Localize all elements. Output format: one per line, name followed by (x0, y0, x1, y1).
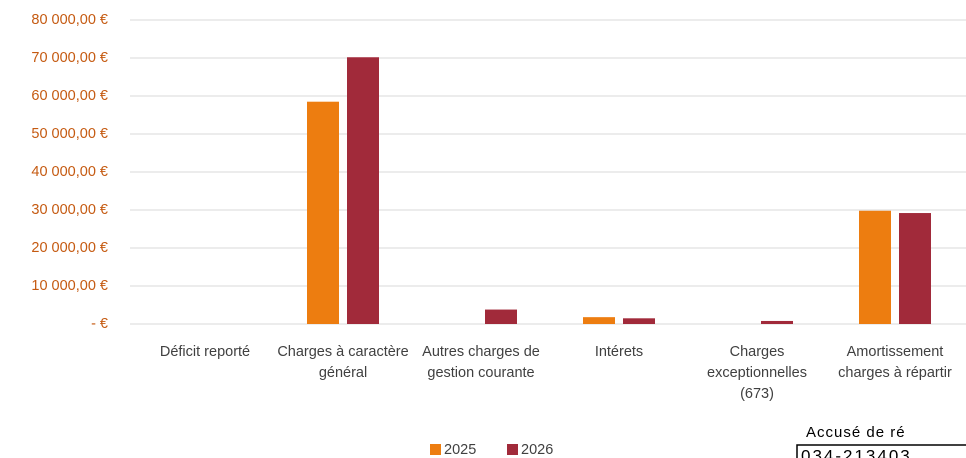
stamp-box (796, 444, 966, 458)
stamp-title: Accusé de ré (806, 424, 906, 441)
y-tick-label: 50 000,00 € (31, 126, 108, 142)
y-tick-label: 30 000,00 € (31, 202, 108, 218)
bar (583, 317, 615, 324)
legend-label: 2026 (521, 442, 553, 458)
y-tick-label: - € (91, 316, 108, 332)
legend-swatch (430, 444, 441, 455)
x-tick-label: Autres charges de gestion courante (422, 344, 540, 381)
stamp-number: 034-213403 (801, 446, 912, 458)
bar (347, 57, 379, 325)
y-tick-label: 70 000,00 € (31, 50, 108, 66)
y-tick-label: 10 000,00 € (31, 278, 108, 294)
legend-swatch (507, 444, 518, 455)
x-tick-label: Déficit reporté (159, 344, 251, 360)
legend-label: 2025 (444, 442, 476, 458)
bar (859, 210, 891, 324)
y-tick-label: 60 000,00 € (31, 88, 108, 104)
x-tick-label: Intérets (594, 344, 644, 360)
x-tick-label: Charges à caractère général (277, 344, 409, 381)
bar (899, 213, 931, 324)
bar (761, 320, 793, 324)
y-tick-label: 80 000,00 € (31, 12, 108, 28)
y-tick-label: 40 000,00 € (31, 164, 108, 180)
y-tick-label: 20 000,00 € (31, 240, 108, 256)
bar (307, 101, 339, 324)
x-tick-label: Amortissement charges à répartir (838, 344, 952, 381)
bar (623, 318, 655, 324)
bar (485, 309, 517, 324)
x-tick-label: Charges exceptionnelles (673) (707, 344, 807, 402)
